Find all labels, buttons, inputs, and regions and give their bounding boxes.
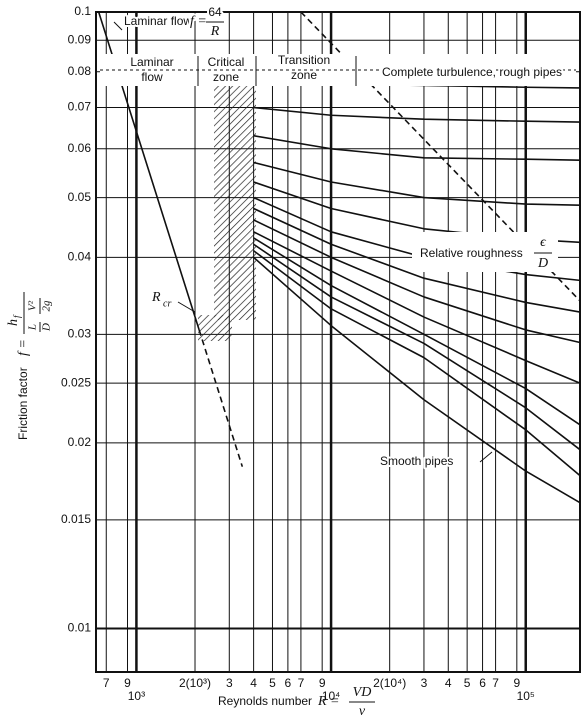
curve [253,207,581,313]
y-tick-label: 0.07 [68,100,92,114]
x-tick-label: 9 [513,676,520,690]
x-tick-label: 7 [492,676,499,690]
curve [253,219,581,344]
x-axis-label-numerator: VD [353,685,372,700]
y-tick-label: 0.025 [61,375,91,389]
curve [253,243,581,451]
y-tick-label: 0.1 [74,4,91,18]
zone-label: Critical [208,55,245,69]
curve [253,237,581,426]
x-tick-label: 5 [269,676,276,690]
annotation: Relative roughness [420,246,523,260]
y-axis-label-denominator: 2g [41,300,53,312]
curve [253,134,581,161]
x-tick-label: 3 [226,676,233,690]
x-tick-label: 2(10⁴) [373,676,406,690]
pointer [113,21,123,31]
x-tick-label: 6 [285,676,292,690]
y-axis-label-denominator: V² [27,300,39,311]
y-tick-label: 0.01 [68,621,92,635]
critical-zone-hatch [214,80,256,320]
annotation: Smooth pipes [380,454,453,468]
zone-label: zone [213,70,239,84]
x-tick-label: 5 [464,676,471,690]
x-tick-label: 3 [421,676,428,690]
zone-label: Laminar [130,55,173,69]
annotation: R [210,24,220,39]
annotation: cr [163,298,171,309]
laminar-formula: Laminar flow f = 64 R [113,3,224,41]
curve [253,231,581,384]
label-box [412,232,558,272]
y-tick-label: 0.015 [61,512,91,526]
annotation: f = [190,14,207,29]
y-tick-label: 0.06 [68,141,92,155]
zone-label: zone [291,68,317,82]
curve [253,250,581,477]
x-tick-label: 4 [445,676,452,690]
curve [97,11,200,331]
x-tick-label: 9 [124,676,131,690]
zone-label: flow [141,70,163,84]
y-axis-label-denominator: L [27,324,39,331]
zone-label: Transition [278,53,330,67]
pointer [479,451,493,463]
zone-labels: Laminar flow Critical zone Transition zo… [100,51,576,86]
y-axis-label-numerator-sub: f [12,314,22,318]
curve [253,161,581,206]
x-tick-label: 2(10³) [179,676,211,690]
x-tick-label: 10⁵ [517,689,535,703]
x-axis-label-denominator: ν [359,704,366,719]
annotation: 64 [208,5,222,19]
y-tick-label: 0.02 [68,435,92,449]
pointer [177,301,196,313]
relative-roughness: Relative roughness ϵ D [412,232,558,273]
x-axis-label-text: Reynolds number [218,694,312,708]
zone-label: Complete turbulence, rough pipes [382,65,562,79]
x-tick-label: 10³ [128,689,145,703]
plot-frame [95,11,581,673]
curve [198,329,244,467]
y-tick-label: 0.09 [68,32,92,46]
y-axis-label-text: Friction factor [16,367,30,440]
y-axis-label-denominator: D [41,323,53,332]
curve [253,256,581,504]
smooth-pipes: Smooth pipes [378,451,493,470]
y-tick-label: 0.04 [68,249,92,263]
x-tick-label: 10⁴ [322,689,341,703]
x-tick-label: 7 [298,676,305,690]
y-axis-label-symbol: f = [16,339,31,356]
x-tick-label: 7 [103,676,110,690]
x-tick-label: 6 [479,676,486,690]
critical-reynolds: R cr [149,288,196,313]
annotation: D [537,256,548,271]
annotation: R [151,290,161,305]
curve [253,106,581,123]
annotation: Laminar flow [124,14,192,28]
x-axis-label: Reynolds number R = VD ν [218,685,375,719]
x-tick-label: 4 [250,676,257,690]
y-axis-label-numerator: h [6,319,21,326]
x-tick-label: 9 [319,676,326,690]
y-tick-label: 0.05 [68,190,92,204]
y-tick-label: 0.03 [68,327,92,341]
y-axis-label: Friction factor f = h f L D V² 2g [6,292,53,440]
y-tick-label: 0.08 [68,64,92,78]
x-axis-label-symbol: R = [317,694,340,709]
annotation: ϵ [540,235,547,250]
